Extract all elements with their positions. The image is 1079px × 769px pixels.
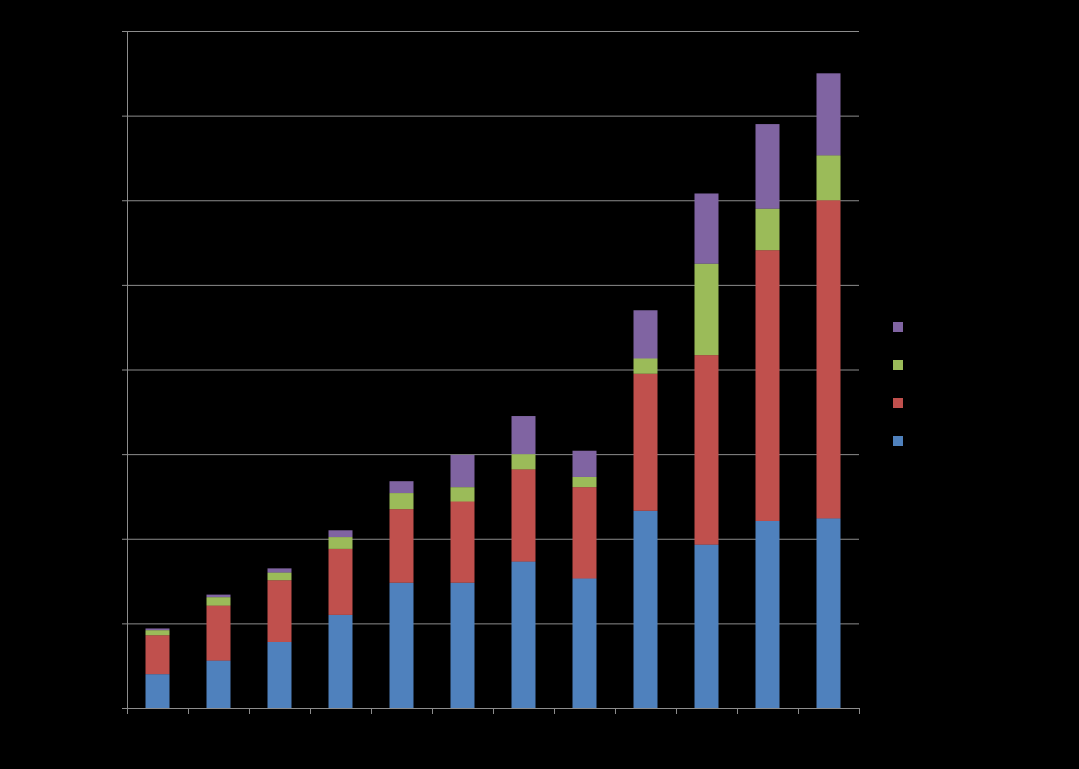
bar-seg-cat1-series3 bbox=[145, 630, 170, 636]
bar-seg-cat6-series2 bbox=[450, 501, 475, 583]
bar-seg-cat8-series4 bbox=[572, 450, 597, 477]
bar-seg-cat4-series3 bbox=[328, 537, 353, 549]
bar-seg-cat8-series3 bbox=[572, 476, 597, 488]
bar-seg-cat10-series2 bbox=[694, 355, 719, 545]
bar-seg-cat9-series4 bbox=[633, 310, 658, 359]
bar-seg-cat4-series1 bbox=[328, 614, 353, 708]
bar-seg-cat11-series2 bbox=[755, 250, 780, 521]
bar-seg-cat12-series4 bbox=[816, 73, 841, 156]
bar-seg-cat9-series2 bbox=[633, 373, 658, 511]
bar-seg-cat11-series4 bbox=[755, 124, 780, 209]
bar-seg-cat1-series1 bbox=[145, 674, 170, 708]
bar-seg-cat11-series3 bbox=[755, 208, 780, 251]
bar-seg-cat5-series3 bbox=[389, 493, 414, 510]
bar-seg-cat5-series4 bbox=[389, 481, 414, 494]
bar-seg-cat3-series2 bbox=[267, 580, 292, 642]
legend-swatch-series2 bbox=[893, 398, 903, 408]
bar-seg-cat3-series1 bbox=[267, 641, 292, 708]
bar-seg-cat7-series1 bbox=[511, 561, 536, 708]
bar-seg-cat6-series1 bbox=[450, 582, 475, 708]
bar-seg-cat7-series2 bbox=[511, 469, 536, 562]
bar-seg-cat10-series4 bbox=[694, 193, 719, 264]
bar-seg-cat12-series3 bbox=[816, 155, 841, 201]
legend-swatch-series3 bbox=[893, 360, 903, 370]
bar-seg-cat10-series3 bbox=[694, 263, 719, 356]
bar-seg-cat8-series2 bbox=[572, 487, 597, 579]
bar-seg-cat7-series3 bbox=[511, 454, 536, 470]
bar-seg-cat1-series4 bbox=[145, 628, 170, 631]
bar-seg-cat3-series3 bbox=[267, 572, 292, 581]
bar-seg-cat3-series4 bbox=[267, 568, 292, 573]
legend-swatch-series4 bbox=[893, 322, 903, 332]
axes bbox=[122, 31, 860, 714]
bar-seg-cat6-series3 bbox=[450, 487, 475, 502]
bar-seg-cat2-series2 bbox=[206, 605, 231, 661]
bar-seg-cat2-series4 bbox=[206, 594, 231, 598]
bar-seg-cat9-series1 bbox=[633, 510, 658, 708]
bar-seg-cat9-series3 bbox=[633, 358, 658, 374]
bar-seg-cat4-series2 bbox=[328, 548, 353, 615]
bar-seg-cat2-series3 bbox=[206, 597, 231, 606]
bar-seg-cat5-series1 bbox=[389, 582, 414, 708]
bar-seg-cat11-series1 bbox=[755, 520, 780, 708]
bar-seg-cat12-series1 bbox=[816, 518, 841, 708]
bar-seg-cat7-series4 bbox=[511, 416, 536, 455]
legend-swatch-series1 bbox=[893, 436, 903, 446]
bar-seg-cat5-series2 bbox=[389, 509, 414, 583]
bar-seg-cat8-series1 bbox=[572, 578, 597, 708]
bar-seg-cat2-series1 bbox=[206, 660, 231, 708]
bar-seg-cat1-series2 bbox=[145, 635, 170, 675]
legend bbox=[893, 322, 903, 446]
bars bbox=[145, 73, 841, 708]
bar-seg-cat10-series1 bbox=[694, 544, 719, 708]
bar-seg-cat6-series4 bbox=[450, 454, 475, 488]
bar-seg-cat12-series2 bbox=[816, 200, 841, 519]
bar-seg-cat4-series4 bbox=[328, 530, 353, 538]
gridlines bbox=[127, 31, 859, 625]
